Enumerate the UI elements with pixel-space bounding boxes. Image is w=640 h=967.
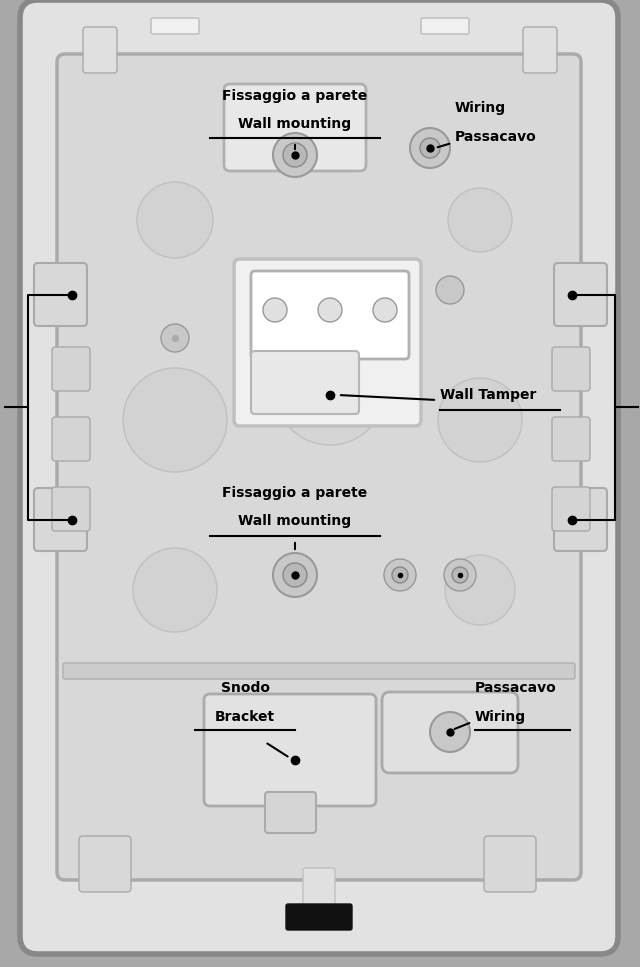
FancyBboxPatch shape — [265, 792, 316, 833]
FancyBboxPatch shape — [151, 18, 199, 34]
Circle shape — [161, 324, 189, 352]
FancyBboxPatch shape — [52, 417, 90, 461]
Text: Fissaggio a parete: Fissaggio a parete — [222, 486, 367, 500]
FancyBboxPatch shape — [286, 904, 352, 930]
FancyBboxPatch shape — [63, 663, 575, 679]
Text: Wall mounting: Wall mounting — [239, 514, 351, 528]
Circle shape — [430, 712, 470, 752]
Circle shape — [438, 378, 522, 462]
Circle shape — [273, 133, 317, 177]
Circle shape — [420, 138, 440, 158]
Text: Bracket: Bracket — [215, 710, 275, 724]
FancyBboxPatch shape — [552, 417, 590, 461]
Circle shape — [373, 298, 397, 322]
Circle shape — [452, 567, 468, 583]
FancyBboxPatch shape — [554, 488, 607, 551]
Circle shape — [137, 182, 213, 258]
FancyBboxPatch shape — [52, 487, 90, 531]
Text: Wall mounting: Wall mounting — [239, 117, 351, 131]
Circle shape — [384, 559, 416, 591]
FancyBboxPatch shape — [382, 692, 518, 773]
Circle shape — [448, 188, 512, 252]
FancyBboxPatch shape — [34, 263, 87, 326]
FancyBboxPatch shape — [79, 836, 131, 892]
Circle shape — [392, 567, 408, 583]
Circle shape — [318, 298, 342, 322]
Circle shape — [133, 548, 217, 632]
Text: Fissaggio a parete: Fissaggio a parete — [222, 89, 367, 103]
Circle shape — [445, 555, 515, 625]
FancyBboxPatch shape — [234, 259, 421, 426]
Circle shape — [123, 368, 227, 472]
FancyBboxPatch shape — [484, 836, 536, 892]
FancyBboxPatch shape — [251, 351, 359, 414]
FancyBboxPatch shape — [34, 488, 87, 551]
FancyBboxPatch shape — [554, 263, 607, 326]
Text: Passacavo: Passacavo — [475, 681, 557, 695]
Circle shape — [273, 553, 317, 597]
FancyBboxPatch shape — [83, 27, 117, 73]
FancyBboxPatch shape — [52, 347, 90, 391]
FancyBboxPatch shape — [20, 0, 618, 954]
FancyBboxPatch shape — [251, 271, 409, 359]
FancyBboxPatch shape — [523, 27, 557, 73]
Circle shape — [410, 128, 450, 168]
FancyBboxPatch shape — [303, 868, 335, 910]
FancyBboxPatch shape — [421, 18, 469, 34]
Circle shape — [283, 563, 307, 587]
FancyBboxPatch shape — [552, 347, 590, 391]
Circle shape — [275, 335, 385, 445]
FancyBboxPatch shape — [204, 694, 376, 806]
FancyBboxPatch shape — [224, 84, 366, 171]
Circle shape — [283, 143, 307, 167]
Text: Passacavo: Passacavo — [455, 130, 537, 144]
Text: Wiring: Wiring — [455, 101, 506, 115]
Text: Wiring: Wiring — [475, 710, 526, 724]
Circle shape — [263, 298, 287, 322]
Text: Snodo: Snodo — [221, 681, 269, 695]
Circle shape — [436, 276, 464, 304]
Text: Wall Tamper: Wall Tamper — [440, 388, 536, 402]
FancyBboxPatch shape — [552, 487, 590, 531]
FancyBboxPatch shape — [57, 54, 581, 880]
Circle shape — [444, 559, 476, 591]
